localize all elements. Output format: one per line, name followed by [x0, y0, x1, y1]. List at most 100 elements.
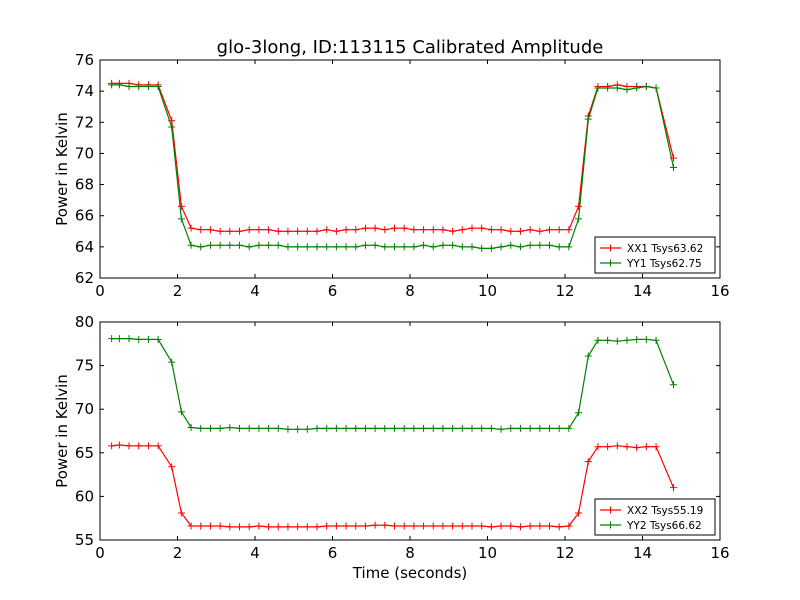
- data-point: [594, 443, 602, 451]
- data-point: [575, 409, 583, 417]
- series-line-1: [111, 444, 675, 528]
- legend-label: XX2 Tsys55.19: [627, 505, 703, 517]
- data-point: [352, 226, 360, 234]
- y-tick-label: 62: [75, 269, 94, 287]
- data-point: [332, 424, 340, 432]
- data-point: [391, 224, 398, 232]
- data-point: [361, 522, 369, 530]
- data-point: [420, 226, 428, 234]
- legend-marker: [607, 521, 614, 529]
- data-point: [420, 522, 428, 530]
- data-point: [371, 424, 379, 432]
- data-point: [458, 226, 466, 234]
- data-point: [526, 522, 534, 530]
- data-point: [536, 522, 544, 530]
- data-point: [546, 522, 553, 530]
- data-point: [144, 335, 152, 343]
- data-point: [429, 243, 437, 251]
- y-tick-label: 55: [75, 531, 94, 549]
- data-point: [429, 522, 437, 530]
- data-point: [352, 243, 360, 251]
- data-point: [284, 243, 292, 251]
- data-point: [546, 424, 553, 432]
- data-point: [642, 443, 650, 451]
- data-point: [555, 523, 563, 531]
- data-point: [313, 243, 321, 251]
- data-point: [487, 523, 495, 531]
- data-point: [381, 521, 389, 529]
- data-point: [361, 424, 369, 432]
- axes-frame: [99, 321, 721, 541]
- x-tick-label: 8: [405, 282, 415, 300]
- y-tick-label: 72: [75, 113, 94, 131]
- data-point: [439, 241, 447, 249]
- data-point: [216, 227, 224, 235]
- legend-box: [594, 236, 716, 274]
- data-point: [108, 335, 116, 343]
- data-point: [478, 424, 486, 432]
- data-point: [154, 335, 162, 343]
- data-point: [187, 424, 195, 432]
- data-point: [575, 215, 583, 223]
- data-point: [177, 509, 185, 517]
- chart-title: glo-3long, ID:113115 Calibrated Amplitud…: [217, 37, 604, 58]
- data-point: [255, 226, 263, 234]
- data-point: [575, 202, 583, 210]
- x-tick-label: 10: [478, 282, 497, 300]
- data-point: [168, 463, 176, 471]
- data-point: [236, 227, 243, 235]
- data-point: [449, 241, 457, 249]
- data-point: [236, 424, 243, 432]
- x-tick-label: 2: [173, 282, 183, 300]
- data-point: [371, 224, 379, 232]
- data-point: [294, 243, 302, 251]
- data-point: [565, 243, 573, 251]
- data-point: [197, 522, 205, 530]
- data-point: [555, 226, 563, 234]
- data-point: [332, 522, 340, 530]
- data-point: [594, 84, 602, 92]
- data-point: [604, 443, 612, 451]
- data-point: [497, 425, 505, 433]
- data-point: [468, 224, 476, 232]
- y-tick-label: 60: [75, 487, 94, 505]
- series-line-2: [111, 338, 675, 430]
- data-point: [516, 227, 524, 235]
- data-point: [623, 443, 631, 451]
- data-point: [439, 226, 447, 234]
- y-tick-label: 70: [75, 400, 94, 418]
- data-point: [546, 241, 553, 249]
- x-tick-label: 16: [710, 282, 729, 300]
- data-point: [323, 226, 331, 234]
- data-point: [115, 81, 123, 89]
- data-point: [135, 82, 143, 90]
- data-point: [478, 244, 486, 252]
- data-point: [507, 424, 515, 432]
- data-point: [226, 241, 234, 249]
- data-point: [478, 522, 486, 530]
- data-point: [420, 424, 428, 432]
- data-point: [125, 335, 133, 343]
- data-point: [206, 241, 214, 249]
- y-axis-label: Power in Kelvin: [53, 374, 71, 488]
- data-point: [187, 224, 195, 232]
- data-point: [670, 484, 677, 492]
- data-point: [526, 424, 534, 432]
- x-tick-label: 4: [250, 544, 260, 562]
- data-point: [274, 241, 282, 249]
- data-point: [429, 424, 437, 432]
- data-point: [216, 424, 224, 432]
- data-point: [125, 82, 133, 90]
- data-point: [168, 358, 176, 366]
- data-point: [313, 424, 321, 432]
- data-point: [342, 424, 350, 432]
- data-point: [604, 336, 612, 344]
- y-axis-label: Power in Kelvin: [53, 112, 71, 226]
- data-point: [265, 241, 273, 249]
- data-point: [265, 523, 273, 531]
- data-point: [449, 424, 457, 432]
- data-point: [323, 424, 331, 432]
- data-point: [352, 424, 360, 432]
- data-point: [633, 444, 641, 452]
